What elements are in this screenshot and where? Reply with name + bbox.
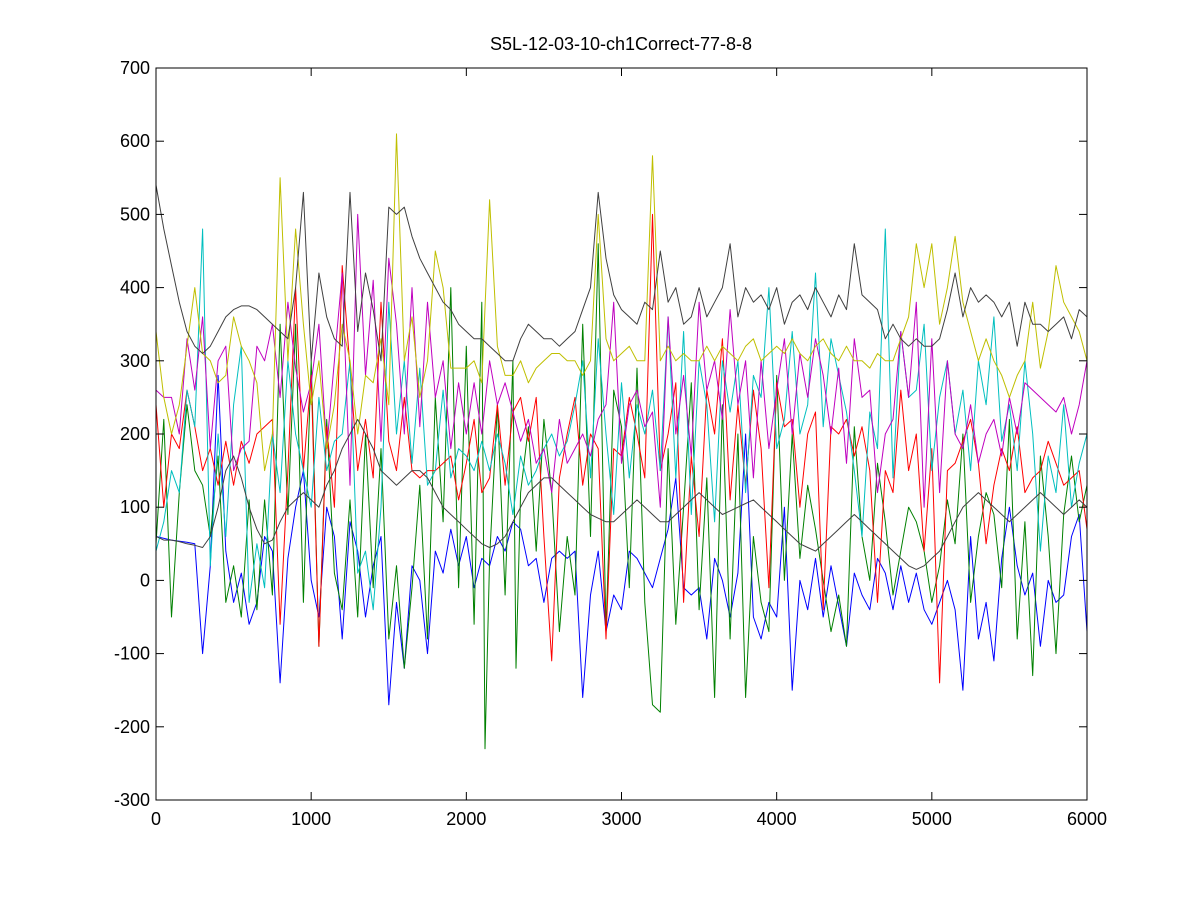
y-tick-label: 100 [120, 497, 150, 517]
y-tick-label: -300 [114, 790, 150, 810]
series-layer [156, 133, 1087, 750]
x-axis: 0 1000 2000 3000 4000 5000 6000 [151, 68, 1107, 829]
series-line-4 [156, 228, 1087, 611]
y-tick-label: 500 [120, 204, 150, 224]
x-tick-label: 6000 [1067, 809, 1107, 829]
series-line-1 [156, 374, 1087, 706]
y-tick-label: -100 [114, 644, 150, 664]
series-line-8 [156, 418, 1087, 570]
y-tick-label: 600 [120, 131, 150, 151]
x-tick-label: 1000 [291, 809, 331, 829]
x-tick-label: 3000 [601, 809, 641, 829]
x-tick-label: 2000 [446, 809, 486, 829]
x-tick-label: 4000 [757, 809, 797, 829]
series-line-7 [156, 185, 1087, 362]
y-tick-label: 700 [120, 58, 150, 78]
x-tick-label: 5000 [912, 809, 952, 829]
y-tick-label: 200 [120, 424, 150, 444]
y-tick-label: 0 [140, 570, 150, 590]
y-tick-label: 400 [120, 278, 150, 298]
y-tick-label: -200 [114, 717, 150, 737]
x-tick-label: 0 [151, 809, 161, 829]
series-line-5 [156, 213, 1087, 508]
y-tick-label: 300 [120, 351, 150, 371]
y-axis: -300 -200 -100 0 100 200 300 400 500 600 700 [114, 58, 1087, 810]
series-line-6 [156, 133, 1087, 472]
chart-title: S5L-12-03-10-ch1Correct-77-8-8 [490, 34, 752, 54]
